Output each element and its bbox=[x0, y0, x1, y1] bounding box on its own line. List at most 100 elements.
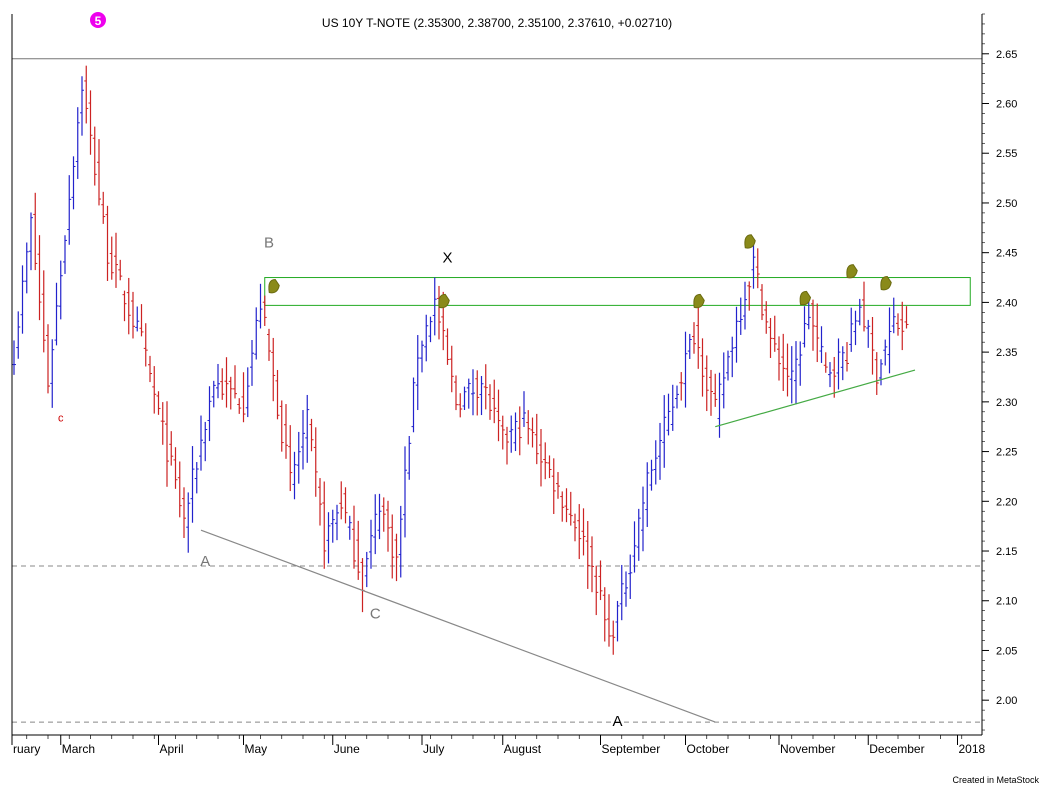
x-tick-label: October bbox=[687, 742, 730, 756]
ohlc-bar bbox=[798, 341, 803, 386]
ohlc-bar bbox=[322, 481, 327, 569]
ohlc-bar bbox=[547, 455, 552, 479]
ohlc-bar bbox=[530, 417, 535, 448]
ohlc-bar bbox=[407, 436, 412, 480]
ohlc-bar bbox=[879, 359, 883, 386]
ohlc-bar bbox=[29, 212, 33, 271]
ohlc-bar bbox=[853, 310, 858, 346]
ohlc-bar bbox=[653, 440, 658, 485]
ohlc-bar bbox=[649, 459, 654, 491]
y-tick-label: 2.60 bbox=[996, 99, 1017, 111]
ohlc-bar bbox=[16, 311, 21, 359]
ohlc-bar bbox=[887, 307, 892, 374]
badge-number: 5 bbox=[95, 14, 102, 28]
ohlc-bar bbox=[381, 497, 386, 532]
ohlc-bar bbox=[564, 488, 569, 523]
pattern-marker bbox=[799, 290, 812, 306]
ohlc-bar bbox=[857, 298, 862, 326]
y-tick-label: 2.35 bbox=[996, 347, 1017, 359]
ohlc-bar bbox=[662, 395, 667, 468]
wave-label: A bbox=[200, 553, 210, 570]
ohlc-bar bbox=[811, 299, 815, 351]
ohlc-bar bbox=[237, 398, 242, 414]
footer-credit: Created in MetaStock bbox=[952, 775, 1039, 785]
ohlc-bar bbox=[169, 431, 174, 466]
ohlc-bar bbox=[551, 458, 556, 515]
ohlc-bar bbox=[883, 339, 888, 366]
x-tick-label: December bbox=[869, 742, 924, 756]
pattern-marker bbox=[846, 264, 858, 279]
ohlc-bar bbox=[556, 472, 560, 499]
ohlc-bar bbox=[118, 259, 123, 281]
ohlc-bar bbox=[228, 376, 233, 410]
ohlc-bar bbox=[675, 385, 679, 409]
ohlc-bar bbox=[105, 205, 110, 281]
y-tick-label: 2.45 bbox=[996, 248, 1017, 260]
ohlc-bar bbox=[224, 357, 229, 408]
ohlc-bar bbox=[50, 339, 55, 408]
ohlc-bar bbox=[377, 493, 382, 540]
ohlc-bar bbox=[607, 594, 611, 647]
ohlc-bar bbox=[679, 372, 684, 401]
ohlc-bar bbox=[173, 447, 178, 489]
ohlc-bar bbox=[891, 297, 896, 334]
ohlc-bar bbox=[730, 336, 735, 378]
ohlc-bar bbox=[670, 384, 675, 431]
ohlc-bar bbox=[751, 238, 756, 289]
marker-shape bbox=[799, 290, 812, 306]
ohlc-bar bbox=[182, 487, 186, 539]
ohlc-bar bbox=[781, 333, 786, 392]
ohlc-bar bbox=[777, 336, 781, 381]
ohlc-bar bbox=[46, 324, 50, 394]
ohlc-bar bbox=[250, 339, 254, 386]
ohlc-bar bbox=[534, 413, 539, 465]
ohlc-bar bbox=[313, 427, 318, 497]
ohlc-bar bbox=[904, 306, 909, 329]
ohlc-bar bbox=[815, 303, 820, 363]
ohlc-bar bbox=[454, 375, 458, 411]
ohlc-bar bbox=[386, 500, 390, 552]
ohlc-bar bbox=[301, 410, 305, 470]
resistance-box bbox=[264, 277, 971, 306]
ohlc-bar bbox=[279, 400, 284, 452]
ohlc-bar bbox=[505, 426, 509, 465]
ohlc-bar bbox=[258, 283, 263, 329]
ohlc-bar bbox=[717, 372, 722, 438]
ohlc-bar bbox=[789, 346, 794, 404]
x-tick-label: August bbox=[504, 742, 542, 756]
ohlc-bar bbox=[449, 345, 454, 393]
ohlc-bar bbox=[734, 306, 739, 363]
ohlc-bar bbox=[819, 326, 824, 363]
ohlc-bar bbox=[696, 306, 701, 369]
y-tick-label: 2.00 bbox=[996, 695, 1017, 707]
pattern-marker bbox=[693, 293, 705, 309]
ohlc-bar bbox=[330, 509, 335, 543]
marker-shape bbox=[693, 293, 705, 309]
ohlc-bar bbox=[394, 533, 399, 582]
ohlc-bar bbox=[513, 412, 518, 452]
ohlc-bar bbox=[828, 362, 832, 388]
ohlc-bar bbox=[41, 270, 46, 353]
ohlc-bar bbox=[755, 248, 760, 289]
ohlc-bar bbox=[611, 620, 616, 655]
ohlc-bar bbox=[75, 107, 80, 179]
ohlc-bar bbox=[54, 282, 59, 346]
ohlc-bar bbox=[483, 364, 488, 410]
ohlc-bar bbox=[292, 451, 297, 500]
y-tick-label: 2.55 bbox=[996, 148, 1017, 160]
ohlc-bar bbox=[207, 386, 212, 442]
ohlc-bar bbox=[709, 369, 713, 416]
ohlc-bar bbox=[233, 365, 237, 399]
ohlc-bar bbox=[573, 513, 577, 542]
ohlc-bar bbox=[764, 301, 769, 334]
ohlc-bar bbox=[97, 139, 101, 206]
ohlc-bar bbox=[390, 514, 395, 579]
ohlc-bar bbox=[836, 338, 841, 390]
ohlc-bar bbox=[20, 265, 25, 334]
ohlc-bar bbox=[475, 370, 480, 416]
ohlc-bar bbox=[590, 536, 594, 593]
ohlc-bar bbox=[284, 404, 288, 459]
ohlc-bar bbox=[500, 415, 505, 450]
x-tick-label: May bbox=[245, 742, 268, 756]
marker-shape bbox=[268, 278, 280, 294]
